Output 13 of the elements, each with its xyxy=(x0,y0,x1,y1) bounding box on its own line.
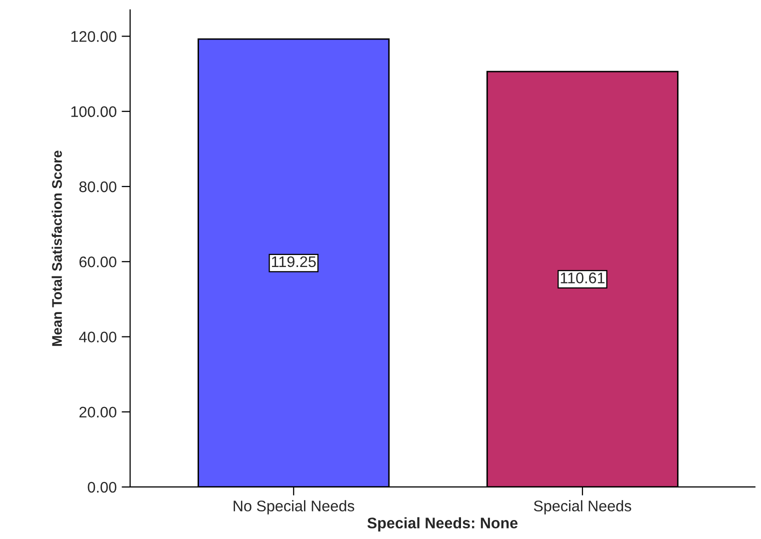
data-label: 119.25 xyxy=(272,256,316,268)
x-tick-label: No Special Needs xyxy=(234,500,354,514)
y-tick-label: 60.00 xyxy=(79,256,116,268)
y-tick-label: 80.00 xyxy=(79,181,116,192)
y-tick-label: 20.00 xyxy=(79,406,116,418)
y-tick-label: 120.00 xyxy=(71,31,116,42)
y-tick-label: 100.00 xyxy=(71,106,116,118)
y-tick-label: 0.00 xyxy=(88,482,116,493)
data-label: 110.61 xyxy=(560,272,605,284)
y-axis-title: Mean Total Satisfaction Score xyxy=(52,150,62,346)
x-axis-title: Special Needs: None xyxy=(367,517,518,532)
x-tick-label: Special Needs xyxy=(534,500,632,514)
y-tick-label: 40.00 xyxy=(79,332,116,342)
